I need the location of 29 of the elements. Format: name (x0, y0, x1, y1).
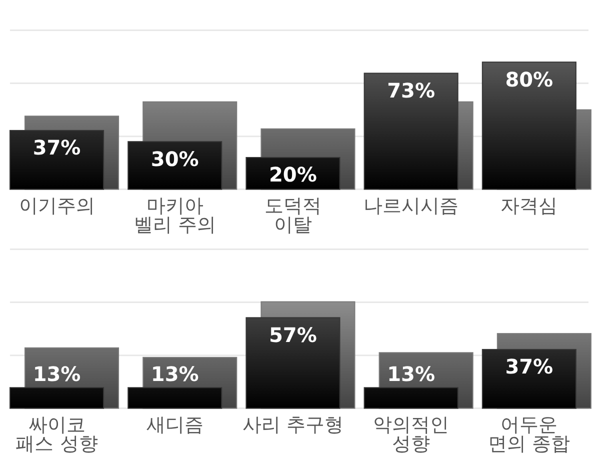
data-label: 73% (387, 78, 436, 102)
x-tick-label: 마키아 벨리 주의 (134, 195, 216, 236)
x-tick-label: 어두운 면의 종합 (488, 414, 570, 456)
x-tick-label: 새디즘 (146, 414, 204, 436)
data-label: 57% (269, 322, 317, 347)
bar (364, 72, 458, 190)
data-label: 80% (505, 67, 554, 92)
x-tick-label: 자격심 (500, 195, 558, 218)
data-label: 13% (387, 362, 436, 386)
data-label: 13% (32, 362, 81, 386)
bar (128, 141, 222, 190)
bar (128, 387, 222, 409)
bar (482, 62, 576, 190)
bar (482, 348, 576, 409)
bar (10, 387, 104, 409)
data-label: 37% (505, 354, 554, 379)
x-tick-label: 도덕적 이탈 (264, 195, 322, 236)
data-label: 30% (150, 146, 199, 171)
bar (246, 317, 340, 409)
x-tick-label: 싸이코 패스 성향 (16, 414, 98, 456)
x-tick-label: 사리 추구형 (242, 414, 344, 436)
data-label: 20% (269, 162, 317, 187)
bar (10, 130, 104, 190)
x-tick-label: 악의적인 성향 (373, 414, 450, 456)
data-label: 37% (32, 136, 81, 160)
bar (364, 387, 458, 409)
x-tick-label: 나르시시즘 (364, 195, 459, 218)
data-label: 13% (150, 362, 199, 386)
x-tick-label: 이기주의 (18, 195, 95, 218)
